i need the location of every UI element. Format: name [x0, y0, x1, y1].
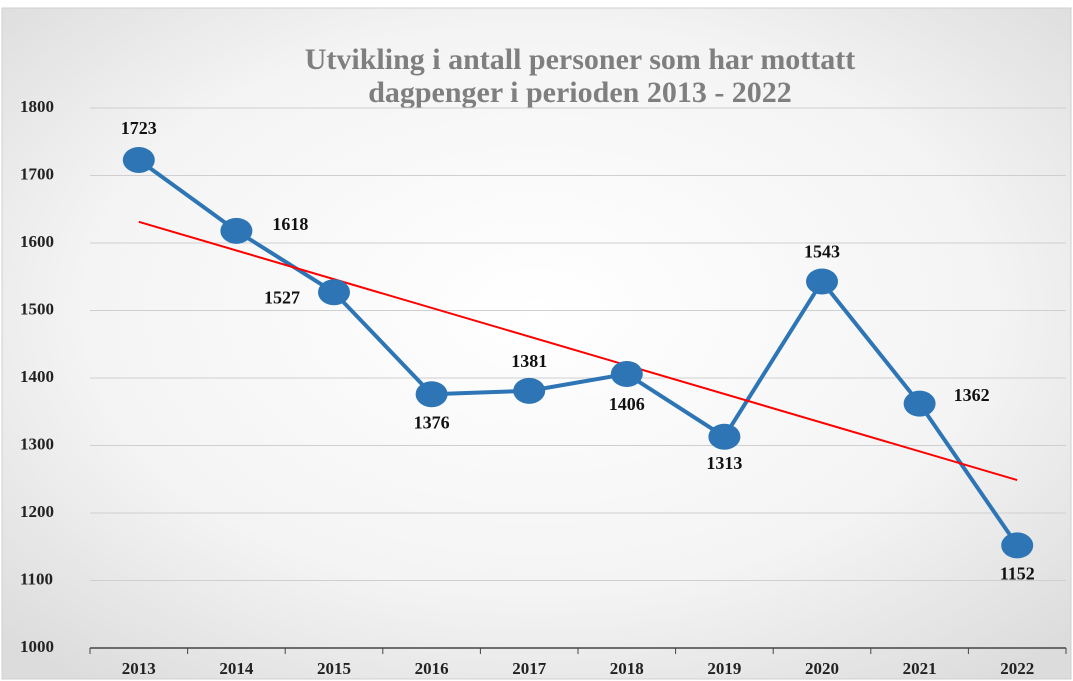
data-point	[513, 377, 546, 404]
data-point	[1001, 532, 1034, 559]
data-label: 1376	[414, 412, 450, 432]
x-tick-label: 2017	[512, 659, 547, 678]
y-tick-label: 1400	[20, 367, 54, 386]
data-label: 1362	[954, 385, 990, 405]
data-label: 1723	[121, 118, 157, 138]
x-tick-label: 2013	[122, 659, 156, 678]
data-label: 1152	[1000, 564, 1035, 584]
data-point	[903, 390, 936, 417]
data-point	[415, 381, 448, 408]
y-tick-label: 1500	[20, 299, 54, 318]
y-tick-label: 1300	[20, 434, 54, 453]
data-label: 1406	[609, 394, 645, 414]
data-point	[220, 217, 253, 244]
x-tick-label: 2014	[219, 659, 254, 678]
data-point	[708, 423, 741, 450]
trendline	[138, 220, 1018, 482]
x-tick-label: 2022	[1000, 659, 1034, 678]
data-point	[806, 268, 838, 295]
data-label: 1313	[706, 453, 742, 473]
chart-background	[1, 7, 1072, 680]
data-label: 1618	[272, 214, 308, 234]
chart-title: dagpenger i perioden 2013 - 2022	[368, 76, 792, 109]
y-tick-label: 1600	[20, 232, 54, 251]
x-tick-label: 2018	[610, 659, 644, 678]
x-tick-label: 2015	[317, 659, 351, 678]
chart-title: Utvikling i antall personer som har mott…	[305, 43, 856, 76]
y-tick-label: 1000	[20, 637, 54, 656]
y-tick-label: 1800	[20, 97, 54, 116]
data-point	[122, 146, 155, 173]
x-tick-label: 2019	[707, 659, 741, 678]
x-tick-label: 2016	[415, 659, 449, 678]
data-label: 1381	[511, 351, 547, 371]
y-tick-label: 1100	[20, 569, 53, 588]
data-point	[318, 279, 350, 306]
x-tick-label: 2021	[903, 659, 937, 678]
y-tick-label: 1700	[20, 164, 54, 183]
data-label: 1527	[264, 287, 300, 307]
data-label: 1543	[804, 242, 840, 262]
y-tick-label: 1200	[20, 502, 54, 521]
data-line	[137, 158, 1019, 547]
data-point	[610, 360, 643, 387]
x-tick-label: 2020	[805, 659, 839, 678]
